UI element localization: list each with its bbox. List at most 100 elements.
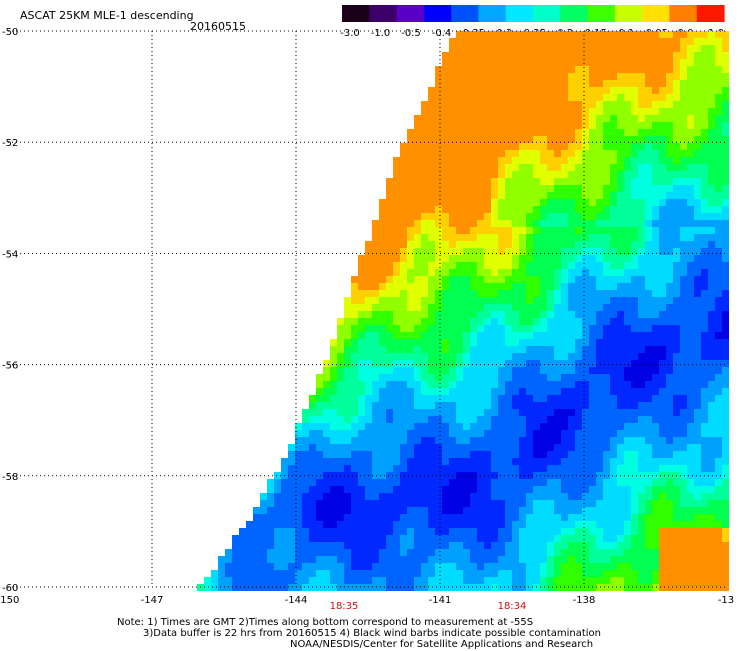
heatmap-cell <box>547 500 554 507</box>
heatmap-cell <box>260 493 267 500</box>
heatmap-cell <box>589 199 596 206</box>
heatmap-cell <box>638 101 645 108</box>
heatmap-cell <box>337 570 344 577</box>
heatmap-cell <box>589 297 596 304</box>
heatmap-cell <box>652 535 659 542</box>
heatmap-cell <box>617 38 624 45</box>
heatmap-cell <box>512 283 519 290</box>
heatmap-cell <box>407 157 414 164</box>
heatmap-cell <box>526 430 533 437</box>
heatmap-cell <box>414 318 421 325</box>
heatmap-cell <box>645 108 652 115</box>
heatmap-cell <box>533 150 540 157</box>
heatmap-cell <box>407 234 414 241</box>
heatmap-cell <box>603 549 610 556</box>
heatmap-cell <box>344 493 351 500</box>
heatmap-cell <box>603 353 610 360</box>
heatmap-cell <box>435 521 442 528</box>
heatmap-cell <box>463 507 470 514</box>
heatmap-cell <box>652 52 659 59</box>
heatmap-cell <box>596 199 603 206</box>
heatmap-cell <box>337 374 344 381</box>
heatmap-cell <box>631 458 638 465</box>
heatmap-cell <box>680 416 687 423</box>
heatmap-cell <box>624 521 631 528</box>
heatmap-cell <box>400 332 407 339</box>
heatmap-cell <box>652 458 659 465</box>
heatmap-cell <box>540 262 547 269</box>
heatmap-cell <box>582 311 589 318</box>
heatmap-cell <box>638 563 645 570</box>
heatmap-cell <box>715 563 722 570</box>
heatmap-cell <box>428 507 435 514</box>
heatmap-cell <box>463 395 470 402</box>
heatmap-cell <box>694 73 701 80</box>
heatmap-cell <box>610 570 617 577</box>
heatmap-cell <box>526 514 533 521</box>
heatmap-cell <box>624 290 631 297</box>
heatmap-cell <box>582 549 589 556</box>
heatmap-cell <box>491 178 498 185</box>
heatmap-cell <box>540 143 547 150</box>
heatmap-cell <box>309 563 316 570</box>
heatmap-cell <box>414 493 421 500</box>
heatmap-cell <box>708 528 715 535</box>
heatmap-cell <box>400 192 407 199</box>
heatmap-cell <box>400 430 407 437</box>
heatmap-cell <box>470 136 477 143</box>
heatmap-cell <box>617 66 624 73</box>
heatmap-cell <box>673 311 680 318</box>
heatmap-cell <box>505 416 512 423</box>
heatmap-cell <box>701 150 708 157</box>
heatmap-cell <box>498 52 505 59</box>
heatmap-cell <box>638 199 645 206</box>
heatmap-cell <box>365 451 372 458</box>
heatmap-cell <box>666 108 673 115</box>
heatmap-cell <box>596 311 603 318</box>
heatmap-cell <box>512 164 519 171</box>
heatmap-cell <box>344 360 351 367</box>
heatmap-cell <box>470 346 477 353</box>
heatmap-cell <box>379 381 386 388</box>
heatmap-cell <box>589 248 596 255</box>
heatmap-cell <box>694 542 701 549</box>
heatmap-cell <box>673 87 680 94</box>
heatmap-cell <box>645 31 652 38</box>
heatmap-cell <box>400 388 407 395</box>
heatmap-cell <box>393 220 400 227</box>
heatmap-cell <box>372 444 379 451</box>
heatmap-cell <box>400 346 407 353</box>
heatmap-cell <box>694 164 701 171</box>
heatmap-cell <box>323 542 330 549</box>
heatmap-cell <box>393 451 400 458</box>
heatmap-cell <box>659 108 666 115</box>
heatmap-cell <box>638 549 645 556</box>
heatmap-cell <box>519 570 526 577</box>
heatmap-cell <box>365 388 372 395</box>
heatmap-cell <box>687 374 694 381</box>
heatmap-cell <box>673 171 680 178</box>
heatmap-cell <box>596 136 603 143</box>
heatmap-cell <box>442 353 449 360</box>
heatmap-cell <box>442 122 449 129</box>
heatmap-cell <box>400 199 407 206</box>
heatmap-cell <box>232 577 239 584</box>
heatmap-cell <box>232 549 239 556</box>
heatmap-cell <box>561 409 568 416</box>
heatmap-cell <box>540 395 547 402</box>
heatmap-cell <box>526 248 533 255</box>
heatmap-cell <box>582 199 589 206</box>
heatmap-cell <box>470 87 477 94</box>
heatmap-cell <box>400 479 407 486</box>
heatmap-cell <box>386 507 393 514</box>
heatmap-cell <box>477 59 484 66</box>
heatmap-cell <box>589 213 596 220</box>
heatmap-cell <box>694 171 701 178</box>
heatmap-cell <box>400 171 407 178</box>
heatmap-cell <box>526 395 533 402</box>
heatmap-cell <box>428 157 435 164</box>
heatmap-cell <box>610 556 617 563</box>
heatmap-cell <box>491 262 498 269</box>
heatmap-cell <box>624 332 631 339</box>
heatmap-cell <box>288 570 295 577</box>
